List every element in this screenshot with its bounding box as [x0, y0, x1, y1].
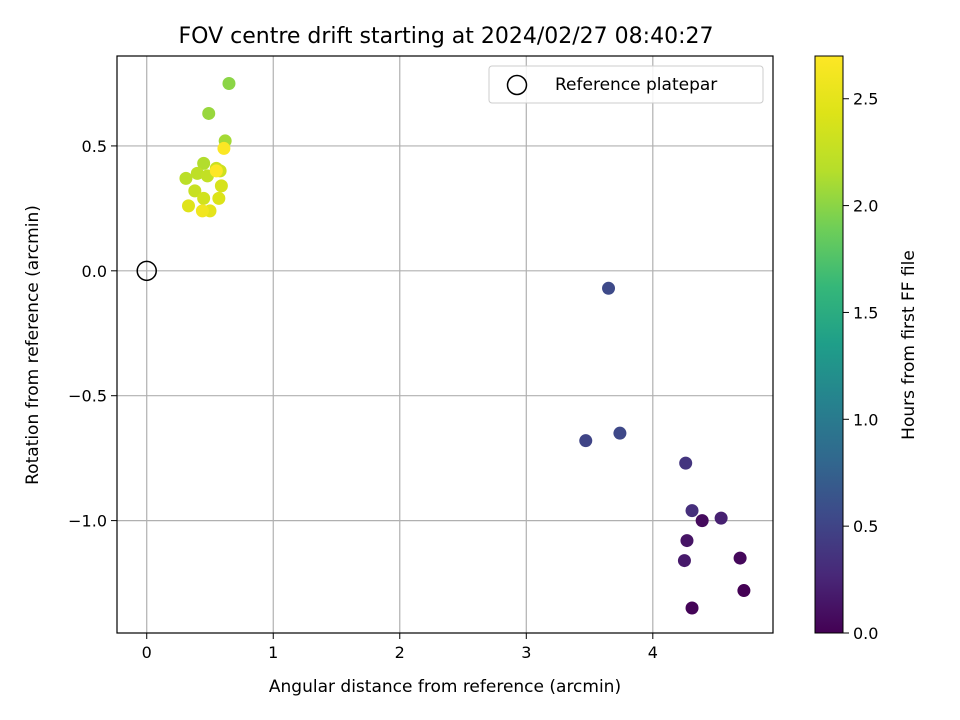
legend-entry-label: Reference platepar — [555, 75, 717, 95]
colorbar-gradient — [814, 55, 844, 634]
plot-frame — [116, 55, 774, 634]
data-point — [212, 191, 226, 205]
x-tick-label: 3 — [521, 643, 531, 662]
data-point — [190, 166, 204, 180]
y-tick-label: −0.5 — [68, 387, 107, 406]
chart-title: FOV centre drift starting at 2024/02/27 … — [179, 24, 714, 49]
data-point — [602, 281, 616, 295]
data-point — [579, 434, 593, 448]
data-point — [733, 551, 747, 565]
colorbar-tick-label: 1.0 — [853, 410, 878, 429]
legend-box — [488, 65, 764, 104]
y-tick-label: −1.0 — [68, 512, 107, 531]
data-point — [209, 164, 223, 178]
data-point — [188, 184, 202, 198]
data-point — [195, 204, 209, 218]
colorbar-tick-label: 0.5 — [853, 517, 878, 536]
data-point — [737, 584, 751, 598]
data-point — [202, 106, 216, 120]
data-point — [222, 76, 236, 90]
colorbar-tick-label: 0.0 — [853, 624, 878, 643]
grid-lines — [117, 56, 773, 633]
y-axis-label: Rotation from reference (arcmin) — [23, 205, 43, 485]
data-points — [136, 76, 751, 615]
x-axis-label: Angular distance from reference (arcmin) — [269, 677, 621, 697]
data-point — [197, 156, 211, 170]
data-point — [685, 601, 699, 615]
data-point — [181, 199, 195, 213]
data-point — [695, 514, 709, 528]
data-point — [613, 426, 627, 440]
colorbar-tick-label: 2.0 — [853, 197, 878, 216]
legend: Reference platepar — [488, 65, 764, 104]
data-point — [685, 504, 699, 518]
x-tick-label: 0 — [142, 643, 152, 662]
data-point — [214, 179, 228, 193]
data-point — [714, 511, 728, 525]
data-point — [179, 171, 193, 185]
y-tick-label: 0.0 — [82, 262, 107, 281]
data-point — [197, 191, 211, 205]
data-point — [677, 554, 691, 568]
data-point — [217, 141, 231, 155]
colorbar: 0.0 0.5 1.0 1.5 2.0 2.5 Hours from first FF f… — [814, 55, 919, 643]
colorbar-tick-label: 1.5 — [853, 303, 878, 322]
colorbar-tick-label: 2.5 — [853, 90, 878, 109]
y-tick-label: 0.5 — [82, 137, 107, 156]
legend-reference-marker — [506, 74, 528, 96]
colorbar-label: Hours from first FF file — [899, 250, 919, 440]
x-tick-label: 1 — [268, 643, 278, 662]
x-tick-label: 4 — [648, 643, 658, 662]
colorbar-ticks: 0.0 0.5 1.0 1.5 2.0 2.5 — [843, 90, 878, 643]
axis-ticks: 0 1 2 3 4 −1.0 −0.5 0.0 0.5 — [68, 137, 658, 662]
data-point — [679, 456, 693, 470]
data-point — [680, 534, 694, 548]
reference-platepar-marker — [136, 260, 157, 282]
x-tick-label: 2 — [395, 643, 405, 662]
